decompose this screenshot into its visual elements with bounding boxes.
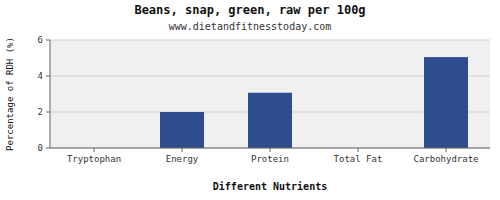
chart-container: 0 2 4 6 Tryptophan Energy Protein Total Fat Carb… bbox=[0, 0, 500, 200]
x-tick-label: Protein bbox=[251, 154, 289, 164]
x-tick bbox=[182, 148, 183, 152]
x-tick-label: Tryptophan bbox=[67, 154, 121, 164]
bar bbox=[160, 112, 204, 148]
grid-line bbox=[50, 40, 490, 41]
bar bbox=[424, 57, 468, 148]
y-tick-label: 0 bbox=[38, 143, 43, 153]
bar bbox=[248, 93, 292, 148]
x-tick bbox=[94, 148, 95, 152]
plot-background bbox=[50, 40, 490, 148]
y-tick bbox=[46, 112, 50, 113]
subtitle: www.dietandfitnesstoday.com bbox=[169, 21, 332, 32]
x-tick-label: Energy bbox=[166, 154, 199, 164]
y-axis: 0 2 4 6 bbox=[38, 35, 50, 153]
y-tick bbox=[46, 40, 50, 41]
y-tick-label: 4 bbox=[38, 71, 43, 81]
y-tick bbox=[46, 148, 50, 149]
y-axis-label: Percentage of RDH (%) bbox=[5, 37, 15, 151]
y-axis-line bbox=[50, 40, 51, 148]
x-tick bbox=[358, 148, 359, 152]
x-axis-label: Different Nutrients bbox=[213, 181, 327, 192]
y-tick bbox=[46, 76, 50, 77]
y-tick-label: 6 bbox=[38, 35, 43, 45]
title: Beans, snap, green, raw per 100g bbox=[134, 3, 365, 17]
x-axis: Tryptophan Energy Protein Total Fat Carbohyd… bbox=[67, 148, 479, 164]
bars bbox=[160, 57, 468, 148]
x-tick-label: Carbohydrate bbox=[413, 154, 478, 164]
x-tick bbox=[446, 148, 447, 152]
chart-svg: 0 2 4 6 Tryptophan Energy Protein Total Fat Carb… bbox=[0, 0, 500, 200]
y-tick-label: 2 bbox=[38, 107, 43, 117]
grid bbox=[50, 40, 490, 148]
x-tick bbox=[270, 148, 271, 152]
x-tick-label: Total Fat bbox=[334, 154, 383, 164]
